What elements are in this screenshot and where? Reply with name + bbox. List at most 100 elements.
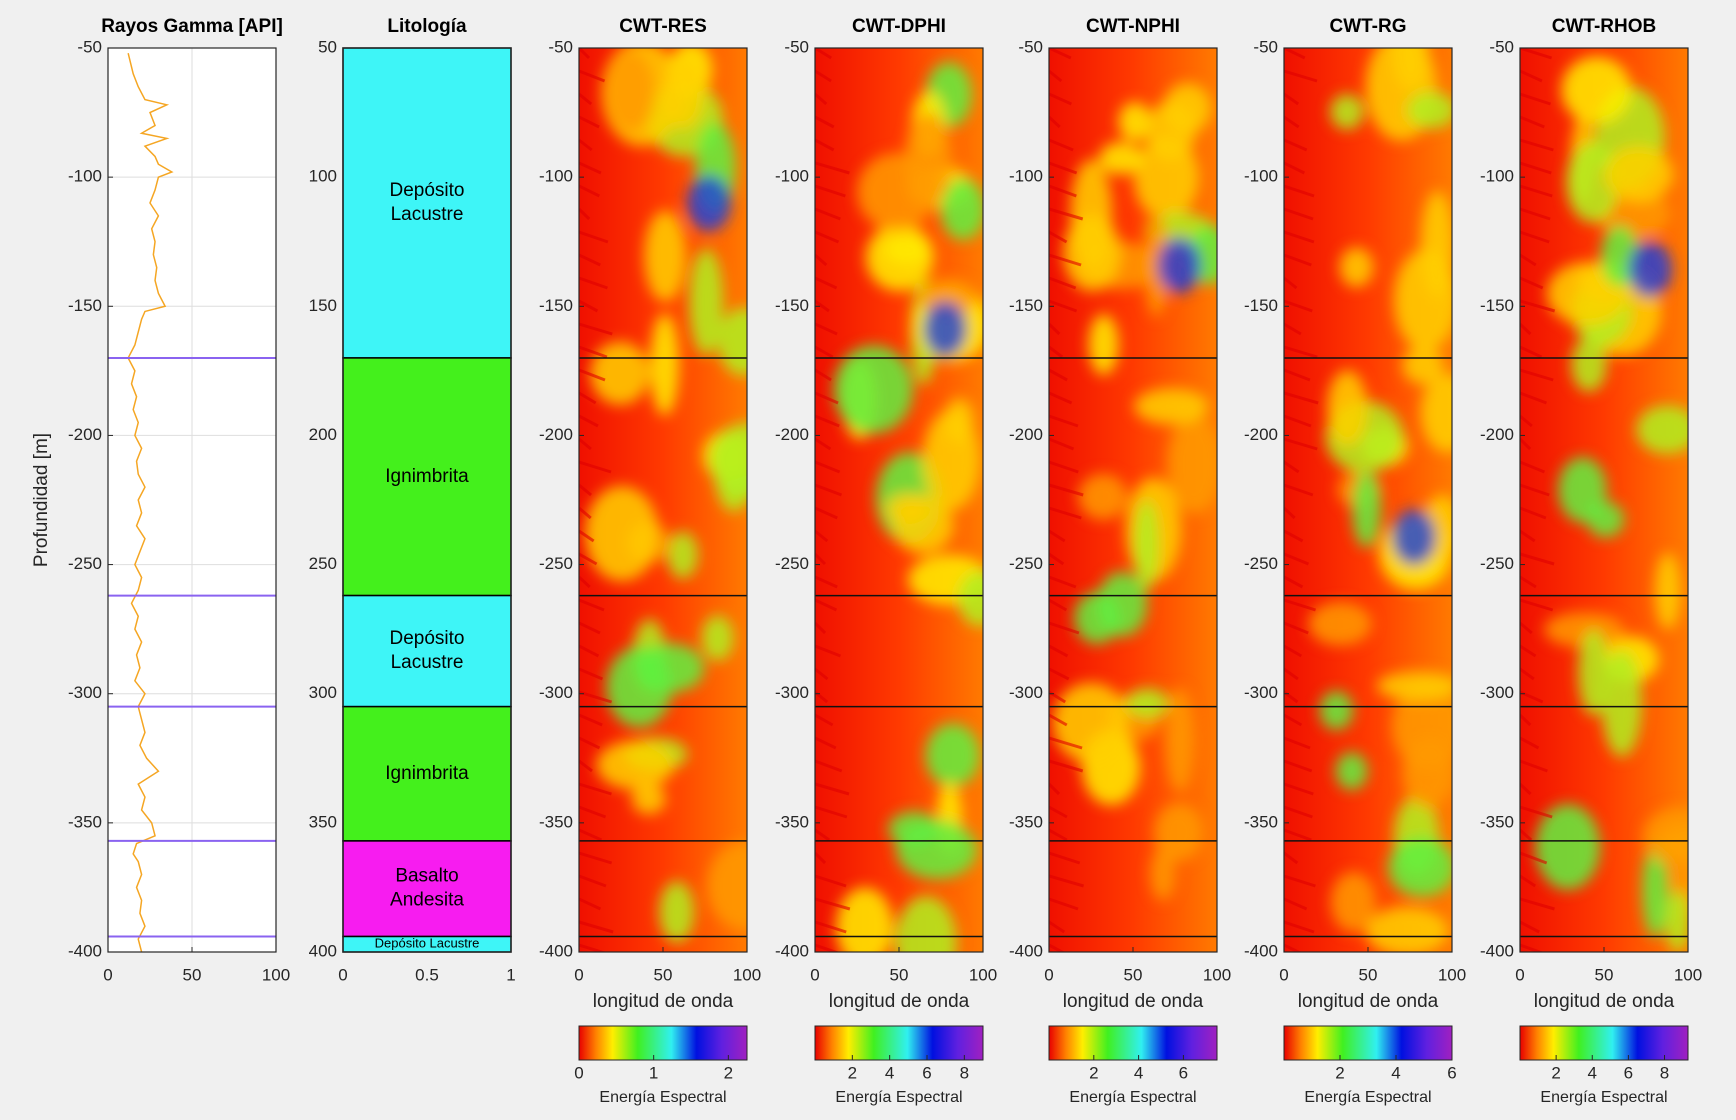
spectrum-blob xyxy=(707,841,747,930)
spectrum-ridge xyxy=(579,621,601,635)
spectrum-ridge xyxy=(1284,805,1313,819)
x-axis-label: longitud de onda xyxy=(593,991,734,1012)
spectrum-blob xyxy=(1078,473,1128,520)
spectrum-ridge xyxy=(815,299,830,313)
plot-frame xyxy=(814,47,984,953)
spectrum-ridge xyxy=(1049,184,1077,198)
spectrum-ridge xyxy=(1520,460,1546,474)
lithology-label: Ignimbrita xyxy=(385,466,469,487)
spectrum-ridge xyxy=(579,161,602,175)
colorbar-tick-label: 0 xyxy=(574,1063,583,1082)
spectrum-ridge xyxy=(1520,713,1532,727)
x-tick-label: 50 xyxy=(183,965,202,984)
spectrum-blob xyxy=(1150,847,1176,901)
spectrum-ridge xyxy=(1520,506,1547,520)
x-tick-label: 1 xyxy=(506,965,515,984)
spectrum-blob xyxy=(1420,373,1452,453)
spectrum-ridge xyxy=(1049,920,1066,934)
spectrum-blob xyxy=(709,422,747,498)
spectrum-ridge xyxy=(1284,48,1306,60)
y-tick-label: -50 xyxy=(1489,37,1514,56)
spectrum-ridge xyxy=(815,667,829,681)
lithology-label: Basalto xyxy=(395,866,458,887)
spectrum-ridge xyxy=(815,322,838,336)
spectrum-ridge xyxy=(815,460,841,474)
y-tick-label: -200 xyxy=(539,425,573,444)
spectrum-blob xyxy=(958,571,983,627)
x-axis-label: longitud de onda xyxy=(1063,991,1204,1012)
x-tick-label: 0 xyxy=(338,965,347,984)
spectrum-blob xyxy=(1339,247,1374,288)
spectrum-blob xyxy=(1327,370,1368,446)
spectrum-ridge xyxy=(579,598,605,612)
spectrum-ridge xyxy=(1284,483,1314,497)
y-tick-label: 300 xyxy=(309,683,337,702)
spectrum-ridge xyxy=(1284,437,1318,451)
spectrum-ridge xyxy=(1520,161,1552,175)
spectrum-ridge xyxy=(579,805,607,819)
y-tick-label: -400 xyxy=(539,941,573,960)
spectrum-blob xyxy=(1352,471,1381,548)
x-axis-label: longitud de onda xyxy=(829,991,970,1012)
spectrum-blob xyxy=(701,615,734,662)
spectrum-ridge xyxy=(1520,782,1532,796)
spectrum-blob xyxy=(940,178,983,240)
spectrum-ridge xyxy=(815,368,832,382)
colorbar-tick-label: 2 xyxy=(724,1063,733,1082)
spectrum-ridge xyxy=(1049,828,1068,842)
spectrum-ridge xyxy=(579,115,600,129)
spectrum-image xyxy=(1284,48,1452,952)
panels: Rayos Gamma [API]-50-100-150-200-250-300… xyxy=(31,16,1702,1106)
spectrum-blob xyxy=(1421,191,1452,297)
spectrum-blob xyxy=(650,313,680,416)
x-tick-label: 0 xyxy=(1279,965,1288,984)
colorbar xyxy=(1048,1025,1218,1061)
colorbar-tick-label: 6 xyxy=(922,1063,931,1082)
spectrum-ridge xyxy=(1284,138,1308,152)
spectrum-ridge xyxy=(579,184,601,198)
spectrum-blob xyxy=(667,531,699,579)
y-tick-label: -150 xyxy=(1480,296,1514,315)
spectrum-blob xyxy=(1134,388,1209,425)
spectrum-ridge xyxy=(579,828,603,842)
x-tick-label: 0 xyxy=(1515,965,1524,984)
x-tick-label: 50 xyxy=(1124,965,1143,984)
y-tick-label: -50 xyxy=(784,37,809,56)
spectrum-ridge xyxy=(579,506,592,520)
y-tick-label: -300 xyxy=(1244,683,1278,702)
y-tick-label: -50 xyxy=(1253,37,1278,56)
spectrum-ridge xyxy=(579,230,609,244)
y-tick-label: -100 xyxy=(1480,167,1514,186)
spectrum-blob xyxy=(606,646,673,728)
y-tick-label: -250 xyxy=(1244,554,1278,573)
colorbar xyxy=(1519,1025,1689,1061)
x-tick-label: 0 xyxy=(103,965,112,984)
spectrum-blobs xyxy=(584,48,747,943)
spectrum-ridge xyxy=(579,644,600,658)
spectrum-ridge xyxy=(1049,391,1073,405)
y-tick-label: 50 xyxy=(318,37,337,56)
spectrum-ridge xyxy=(815,230,840,244)
y-tick-label: -400 xyxy=(1009,941,1043,960)
spectrum-ridge xyxy=(1284,598,1317,612)
spectrum-blob xyxy=(1154,802,1204,862)
spectrum-ridge xyxy=(815,782,850,796)
lithology-label: Lacustre xyxy=(391,204,464,225)
y-tick-label: -400 xyxy=(68,941,102,960)
colorbar-label: Energía Espectral xyxy=(599,1089,726,1106)
spectrum-ridge xyxy=(1284,575,1304,589)
lithology-label: Lacustre xyxy=(391,652,464,673)
x-tick-label: 0 xyxy=(810,965,819,984)
lithology-label: Depósito Lacustre xyxy=(375,936,480,951)
spectrum-blob xyxy=(590,341,650,405)
spectrum-blob xyxy=(1134,499,1160,591)
plot-frame xyxy=(1519,47,1689,953)
spectrum-blob xyxy=(1406,91,1452,129)
spectrum-ridge xyxy=(1284,92,1300,106)
plot-frame xyxy=(1048,47,1218,953)
spectrum-ridge xyxy=(1284,368,1311,382)
spectrum-ridge xyxy=(579,736,601,750)
spectrum-ridge xyxy=(1520,92,1551,106)
x-axis-label: longitud de onda xyxy=(1534,991,1675,1012)
y-tick-label: -350 xyxy=(1244,812,1278,831)
